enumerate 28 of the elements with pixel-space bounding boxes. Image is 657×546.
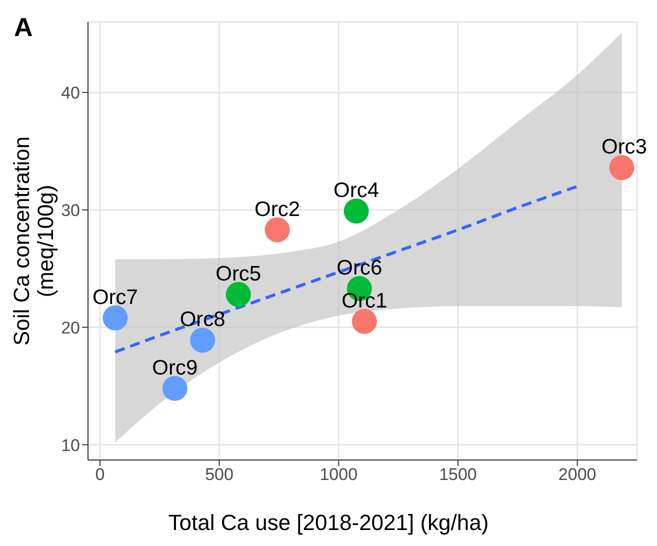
y-tick-label: 30 [61, 200, 80, 220]
y-tick-label: 10 [61, 436, 80, 455]
annotation: Orc9 [152, 356, 198, 380]
annotation: Orc7 [92, 286, 138, 309]
point [102, 305, 128, 330]
annotation: Orc6 [336, 256, 382, 280]
y-tick-label: 40 [61, 83, 80, 102]
x-tick-label: 1500 [439, 465, 477, 484]
x-axis-title: Total Ca use [2018-2021] (kg/ha) [167, 510, 490, 536]
point [264, 217, 290, 242]
annotation: Orc3 [601, 136, 647, 159]
annotation: Orc2 [254, 198, 300, 221]
point [226, 282, 251, 307]
point [609, 155, 634, 180]
y-tick-label: 20 [61, 318, 80, 338]
point [352, 308, 377, 334]
point [190, 328, 216, 353]
annotation: Orc1 [342, 289, 388, 312]
annotation: Orc5 [216, 262, 262, 286]
x-tick-label: 0 [95, 465, 105, 484]
chart-title: A [14, 12, 33, 43]
point [344, 198, 369, 224]
annotation: Orc4 [334, 179, 380, 202]
x-tick-label: 2000 [558, 465, 596, 484]
point [162, 376, 188, 401]
y-axis-title: Soil Ca concentration (meq/100g) [9, 136, 58, 346]
x-tick-label: 500 [205, 465, 234, 484]
x-tick-label: 1000 [320, 465, 358, 484]
